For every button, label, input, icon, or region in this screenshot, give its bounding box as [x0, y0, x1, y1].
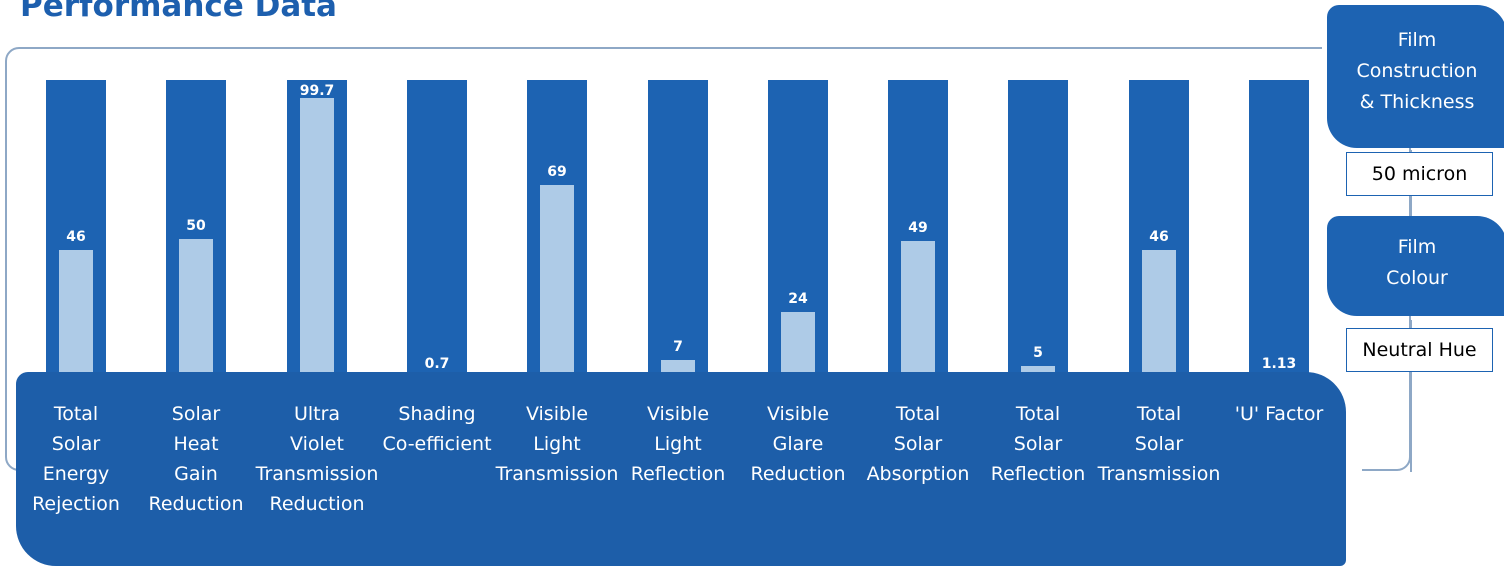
- bar: [781, 312, 815, 380]
- category-label-line: Light: [654, 433, 702, 455]
- bar-value-label: 99.7: [299, 83, 335, 99]
- bar-value-label: 49: [908, 220, 928, 237]
- category-label-line: Solar: [51, 433, 101, 455]
- film-colour-label-line: Film: [1397, 236, 1437, 258]
- bar-track: 0.7: [407, 80, 467, 380]
- category-label: Total Solar Transmission: [1094, 399, 1224, 489]
- category-label: Total Solar Energy Rejection: [11, 399, 141, 519]
- category-label: Total Solar Reflection: [973, 399, 1103, 489]
- bar-value-label: 46: [66, 228, 86, 245]
- category-label-line: Solar: [1013, 433, 1063, 455]
- bar: [1142, 249, 1176, 380]
- category-label-line: Gain: [174, 463, 218, 485]
- bar-track: 46: [1129, 80, 1189, 380]
- category-label-line: Light: [533, 433, 581, 455]
- film-construction-label-line: Film: [1397, 29, 1437, 51]
- bar-track: 46: [46, 80, 106, 380]
- bar-track: 99.7: [287, 80, 347, 380]
- bar: [540, 184, 574, 380]
- bar-track: 69: [527, 80, 587, 380]
- category-label: Solar Heat Gain Reduction: [131, 399, 261, 519]
- bar-track: 7: [648, 80, 708, 380]
- category-label: 'U' Factor: [1214, 399, 1344, 429]
- category-label-line: Solar: [893, 433, 943, 455]
- film-colour-header: Film Colour: [1327, 216, 1504, 316]
- category-label-line: Shading: [398, 403, 476, 425]
- category-label-line: Total: [1015, 403, 1061, 425]
- bar-track: 24: [768, 80, 828, 380]
- bar: [901, 241, 935, 380]
- film-construction-label-line: Construction: [1356, 60, 1478, 82]
- bar-value-label: 24: [788, 291, 808, 308]
- category-label: Ultra Violet Transmission Reduction: [252, 399, 382, 519]
- category-label: Shading Co-efficient: [372, 399, 502, 459]
- category-label-line: Total: [895, 403, 941, 425]
- category-label-line: Total: [53, 403, 99, 425]
- category-label-line: Transmission: [255, 463, 379, 485]
- page-title: Performance Data: [20, 0, 337, 24]
- category-label-line: Reduction: [148, 493, 244, 515]
- category-panel: [16, 372, 1346, 566]
- category-label-line: Visible: [525, 403, 589, 425]
- film-colour-label-line: Colour: [1386, 267, 1448, 289]
- category-label-line: Violet: [290, 433, 344, 455]
- bar-value-label: 69: [547, 163, 567, 180]
- bar-value-label: 1.13: [1261, 355, 1297, 372]
- bar-value-label: 46: [1149, 228, 1169, 245]
- category-label-line: Visible: [766, 403, 830, 425]
- film-colour-value: Neutral Hue: [1346, 328, 1493, 372]
- bar-value-label: 50: [186, 217, 206, 234]
- category-label-line: Ultra: [293, 403, 341, 425]
- bar-value-label: 5: [1033, 344, 1043, 361]
- category-label-line: Transmission: [495, 463, 619, 485]
- bar-value-label: 0.7: [424, 356, 450, 372]
- film-construction-header: Film Construction & Thickness: [1327, 5, 1504, 148]
- category-label-line: Visible: [646, 403, 710, 425]
- bar: [59, 249, 93, 380]
- connector-line: [1410, 320, 1412, 472]
- film-construction-label-line: & Thickness: [1359, 91, 1475, 113]
- category-label-line: Total: [1136, 403, 1182, 425]
- bar: [300, 97, 334, 380]
- category-label: Visible Light Transmission: [492, 399, 622, 489]
- category-label-line: Glare: [772, 433, 824, 455]
- bar: [179, 238, 213, 380]
- category-label-line: Transmission: [1097, 463, 1221, 485]
- category-label-line: Co-efficient: [382, 433, 492, 455]
- category-label-line: Rejection: [32, 493, 120, 515]
- bar-track: 49: [888, 80, 948, 380]
- category-label-line: Reflection: [990, 463, 1086, 485]
- category-label-line: Solar: [1134, 433, 1184, 455]
- bar-value-label: 7: [673, 339, 683, 356]
- film-construction-value: 50 micron: [1346, 152, 1493, 196]
- category-label-line: Heat: [173, 433, 219, 455]
- category-label-line: Absorption: [866, 463, 970, 485]
- category-label-line: 'U' Factor: [1234, 403, 1324, 425]
- category-label-line: Reduction: [269, 493, 365, 515]
- category-label-line: Reduction: [750, 463, 846, 485]
- category-label: Visible Glare Reduction: [733, 399, 863, 489]
- category-label: Visible Light Reflection: [613, 399, 743, 489]
- bar-track: 1.13: [1249, 80, 1309, 380]
- category-label-line: Solar: [171, 403, 221, 425]
- category-label-line: Energy: [42, 463, 110, 485]
- bar-track: 50: [166, 80, 226, 380]
- bar-track: 5: [1008, 80, 1068, 380]
- category-label-line: Reflection: [630, 463, 726, 485]
- category-label: Total Solar Absorption: [853, 399, 983, 489]
